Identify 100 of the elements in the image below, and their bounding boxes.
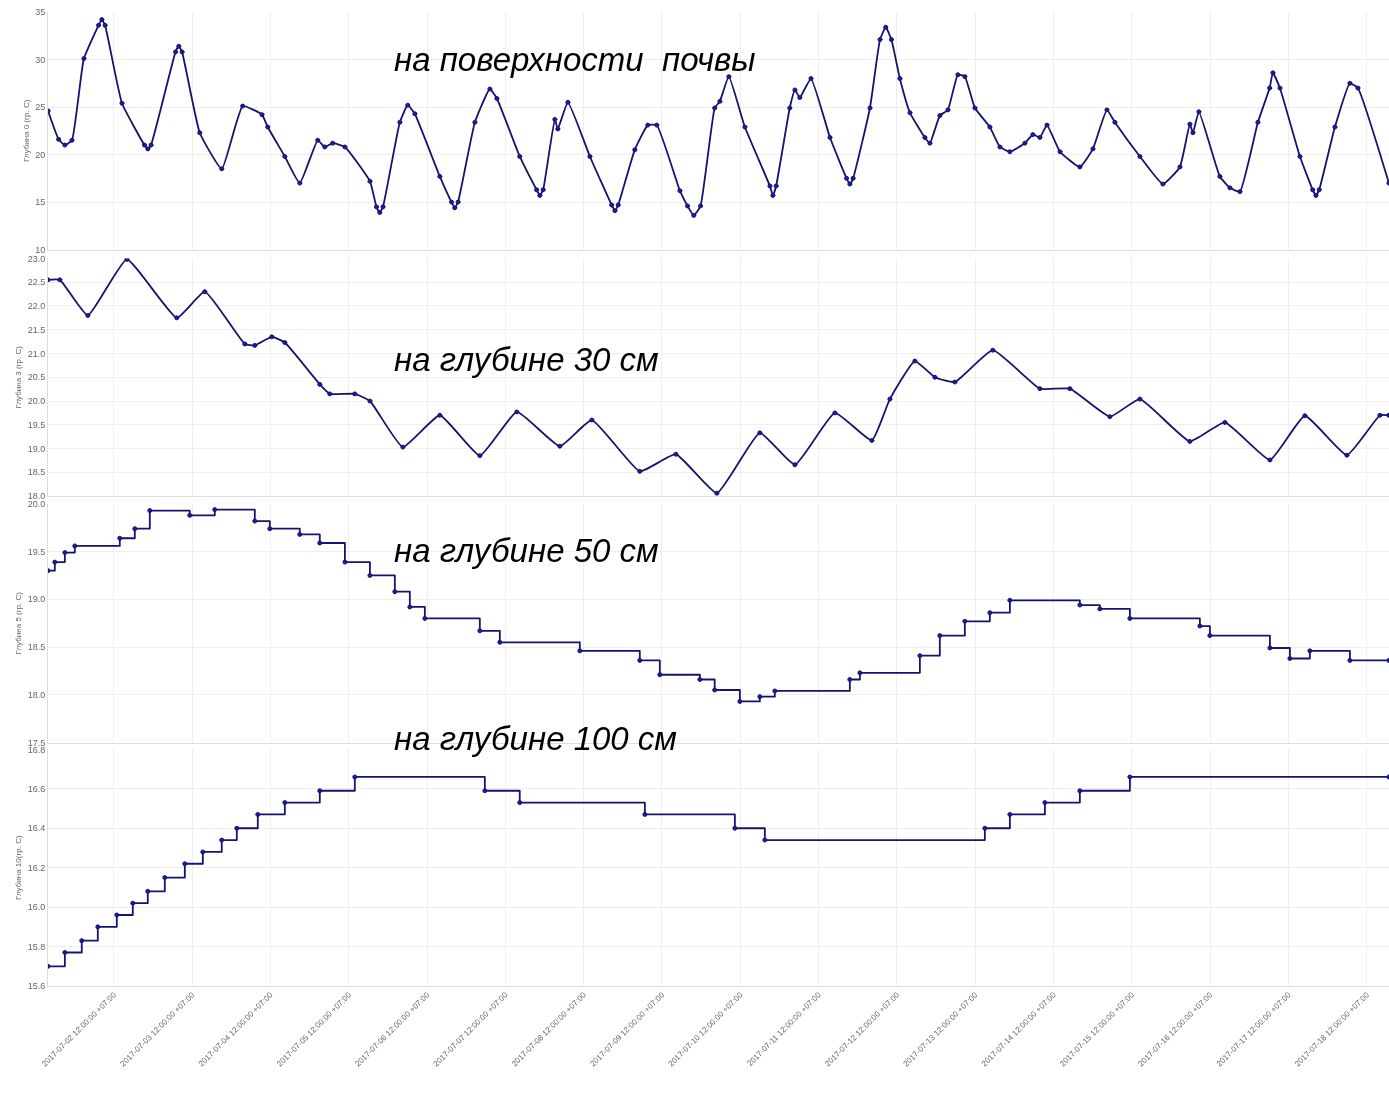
point <box>792 462 798 468</box>
y-axis-title: Глубина 0 (гр. С) <box>21 99 31 162</box>
point <box>342 559 348 565</box>
point <box>269 334 275 340</box>
point <box>1302 413 1308 419</box>
point <box>1344 452 1350 458</box>
point <box>130 900 136 906</box>
point <box>52 559 58 565</box>
y-tick-label: 16.0 <box>27 902 46 913</box>
point <box>757 430 763 436</box>
point <box>1037 386 1043 392</box>
point <box>174 315 180 321</box>
point <box>79 938 85 944</box>
y-tick-label: 19.0 <box>27 594 46 605</box>
y-tick-label: 18.5 <box>27 467 46 478</box>
point <box>317 381 323 387</box>
point <box>317 788 323 794</box>
y-tick-label: 21.0 <box>27 348 46 359</box>
point <box>327 391 333 397</box>
point <box>937 633 943 639</box>
point <box>62 949 68 955</box>
point <box>477 628 483 634</box>
point <box>990 347 996 353</box>
point <box>1107 414 1113 420</box>
point <box>282 340 288 346</box>
point <box>1042 800 1048 806</box>
point <box>1207 633 1213 639</box>
y-tick-label: 19.0 <box>27 443 46 454</box>
point <box>252 518 258 524</box>
y-tick-label: 18.5 <box>27 642 46 653</box>
point <box>219 837 225 843</box>
point <box>637 657 643 663</box>
point <box>117 535 123 541</box>
point <box>732 825 738 831</box>
point <box>673 451 679 457</box>
point <box>962 618 968 624</box>
text: на поверхности почвы <box>394 41 756 78</box>
point <box>242 341 248 347</box>
point <box>697 677 703 683</box>
y-tick-label: 18.0 <box>27 491 46 502</box>
point <box>932 374 938 380</box>
point <box>317 540 323 546</box>
point <box>352 774 358 780</box>
point <box>557 443 563 449</box>
point <box>887 396 893 402</box>
point <box>1097 606 1103 612</box>
point <box>297 531 303 537</box>
point <box>200 849 206 855</box>
point <box>407 604 413 610</box>
point <box>202 289 208 295</box>
point <box>832 410 838 416</box>
point <box>145 888 151 894</box>
point <box>917 653 923 659</box>
y-axis-title: Глубина 10(гр. С) <box>14 835 24 900</box>
y-tick-label: 15.6 <box>27 981 46 992</box>
point <box>1377 412 1383 418</box>
y-tick-label: 22.5 <box>27 277 46 288</box>
point <box>147 508 153 514</box>
point <box>987 610 993 616</box>
point <box>1007 597 1013 603</box>
point <box>124 258 130 262</box>
point <box>714 490 720 496</box>
point <box>857 670 863 676</box>
point <box>1267 645 1273 651</box>
point <box>757 694 763 700</box>
point <box>367 572 373 578</box>
point <box>952 379 958 385</box>
point <box>477 453 483 459</box>
point <box>132 526 138 532</box>
point <box>1067 386 1073 392</box>
point <box>637 468 643 474</box>
point <box>1077 788 1083 794</box>
point <box>252 342 258 348</box>
y-axis-title: Глубина 5 (гр. С) <box>14 591 24 655</box>
point <box>642 811 648 817</box>
point <box>352 391 358 397</box>
point <box>482 788 488 794</box>
point <box>212 507 218 513</box>
point <box>1127 774 1133 780</box>
point <box>772 688 778 694</box>
text: на глубине 50 см <box>394 532 659 569</box>
point <box>1287 656 1293 662</box>
y-tick-label: 19.5 <box>27 419 46 430</box>
y-tick-label: 16.2 <box>27 862 46 873</box>
y-tick-label: 10 <box>35 244 46 255</box>
point <box>762 837 768 843</box>
y-tick-label: 22.0 <box>27 301 46 312</box>
point <box>234 825 240 831</box>
y-tick-label: 20.0 <box>27 396 46 407</box>
y-tick-label: 23.0 <box>27 253 46 264</box>
point <box>577 648 583 654</box>
point <box>1187 438 1193 444</box>
point <box>1077 602 1083 608</box>
point <box>1307 648 1313 654</box>
point <box>1137 396 1143 402</box>
point <box>114 912 120 918</box>
y-tick-label: 16.6 <box>27 783 46 794</box>
point <box>912 358 918 364</box>
y-tick-label: 18.0 <box>27 689 46 700</box>
point <box>589 417 595 423</box>
